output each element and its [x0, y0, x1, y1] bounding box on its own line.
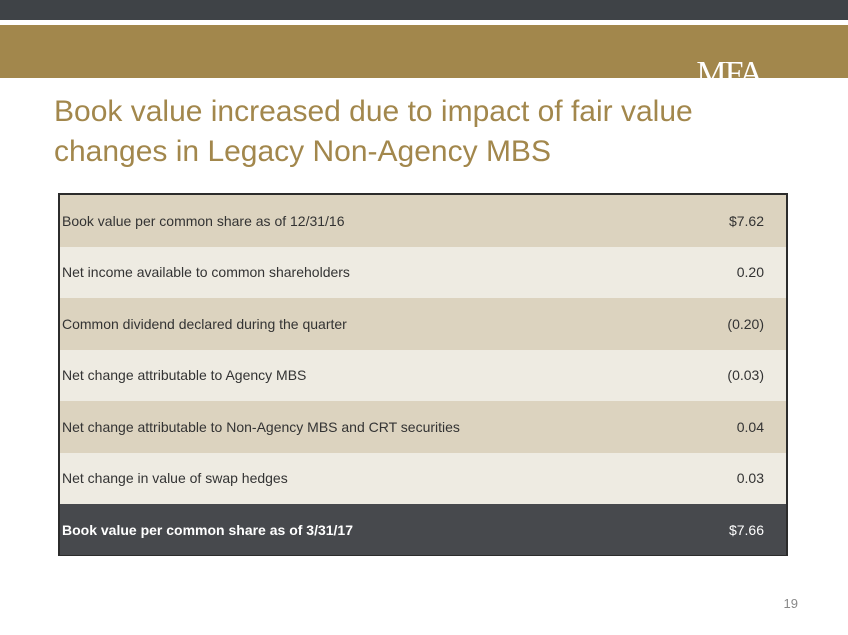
book-value-table: Book value per common share as of 12/31/…: [58, 193, 788, 556]
slide-title: Book value increased due to impact of fa…: [54, 95, 693, 168]
table-row: Net income available to common sharehold…: [60, 246, 786, 298]
total-value: $7.66: [728, 521, 764, 538]
table-row: Net change in value of swap hedges 0.03: [60, 452, 786, 504]
row-label: Net change in value of swap hedges: [62, 470, 288, 487]
header-divider: [0, 20, 848, 25]
page-number: 19: [783, 596, 798, 611]
table-row: Net change attributable to Agency MBS (0…: [60, 349, 786, 401]
row-value: $7.62: [728, 212, 764, 229]
row-value: 0.03: [736, 470, 764, 487]
row-value: (0.20): [727, 315, 764, 332]
row-label: Net income available to common sharehold…: [62, 264, 350, 281]
total-label: Book value per common share as of 3/31/1…: [62, 521, 354, 538]
row-label: Net change attributable to Non-Agency MB…: [62, 418, 460, 435]
table-row: Book value per common share as of 12/31/…: [60, 195, 786, 247]
logo-mark: MFA: [696, 55, 763, 92]
company-logo: MFA FINANCIAL, INC.: [684, 55, 774, 99]
row-label: Net change attributable to Agency MBS: [62, 367, 307, 384]
logo-subtitle: FINANCIAL, INC.: [686, 90, 772, 98]
table-row: Common dividend declared during the quar…: [60, 298, 786, 350]
table-total-row: Book value per common share as of 3/31/1…: [60, 504, 786, 555]
row-label: Common dividend declared during the quar…: [62, 315, 347, 332]
table-row: Net change attributable to Non-Agency MB…: [60, 401, 786, 453]
top-dark-bar: [0, 0, 848, 20]
row-value: (0.03): [727, 367, 764, 384]
row-value: 0.20: [736, 264, 764, 281]
row-label: Book value per common share as of 12/31/…: [62, 212, 345, 229]
row-value: 0.04: [736, 418, 764, 435]
header-gold-bar: MFA FINANCIAL, INC.: [0, 25, 848, 98]
